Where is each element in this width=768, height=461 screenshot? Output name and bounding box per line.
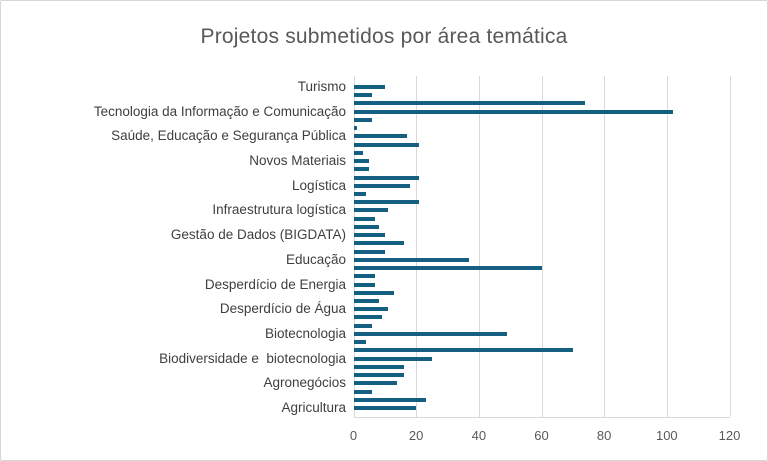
category-label: Infraestrutura logística xyxy=(212,202,346,218)
gridline xyxy=(666,76,668,417)
bar xyxy=(353,85,385,90)
category-label: Agronegócios xyxy=(263,375,346,391)
gridline xyxy=(604,76,606,417)
bar xyxy=(353,356,432,361)
bar xyxy=(353,159,370,164)
bar xyxy=(353,192,367,197)
category-label: Agricultura xyxy=(281,399,346,415)
bar xyxy=(353,323,373,328)
x-tick-label: 60 xyxy=(534,428,549,443)
bar xyxy=(353,134,407,139)
category-label: Biotecnologia xyxy=(264,325,346,341)
x-tick-label: 120 xyxy=(718,428,741,443)
x-tick-label: 80 xyxy=(596,428,612,443)
bar xyxy=(353,241,404,246)
value-axis-zero-line xyxy=(353,76,355,417)
bar xyxy=(353,331,508,336)
category-label: Logística xyxy=(291,177,346,193)
x-axis-line xyxy=(353,417,730,418)
bar xyxy=(353,150,363,155)
gridline xyxy=(541,76,543,417)
bar xyxy=(353,200,420,205)
bar xyxy=(353,364,404,369)
bar xyxy=(353,299,379,304)
bar xyxy=(353,183,410,188)
bar xyxy=(353,216,376,221)
bar xyxy=(353,93,373,98)
bar xyxy=(353,142,420,147)
category-label: Desperdício de Água xyxy=(219,301,346,317)
bar xyxy=(353,257,470,262)
bar xyxy=(353,117,373,122)
x-tick-label: 40 xyxy=(471,428,487,443)
bar xyxy=(353,373,404,378)
category-label: Gestão de Dados (BIGDATA) xyxy=(170,227,346,243)
category-label: Educação xyxy=(285,251,346,267)
category-label: Turismo xyxy=(297,78,346,94)
bar xyxy=(353,208,388,213)
bar xyxy=(353,175,420,180)
gridline xyxy=(729,76,731,417)
gridline xyxy=(478,76,480,417)
x-tick-label: 20 xyxy=(408,428,424,443)
bar xyxy=(353,249,385,254)
bar xyxy=(353,406,417,411)
category-label: Saúde, Educação e Segurança Pública xyxy=(111,128,346,144)
x-tick-label: 100 xyxy=(655,428,678,443)
gridline xyxy=(416,76,418,417)
bar xyxy=(353,266,542,271)
bar xyxy=(353,315,382,320)
bar xyxy=(353,167,370,172)
bar xyxy=(353,233,385,238)
category-label: Novos Materiais xyxy=(249,152,346,168)
category-label: Biodiversidade e biotecnologia xyxy=(159,350,346,366)
bar xyxy=(353,389,373,394)
bar xyxy=(353,348,573,353)
bar xyxy=(353,274,376,279)
bar xyxy=(353,109,674,114)
category-label: Tecnologia da Informação e Comunicação xyxy=(93,103,346,119)
category-label: Desperdício de Energia xyxy=(204,276,346,292)
bar xyxy=(353,126,357,131)
bar xyxy=(353,307,388,312)
bar xyxy=(353,340,367,345)
bar xyxy=(353,290,395,295)
bar xyxy=(353,381,398,386)
x-tick-label: 0 xyxy=(349,428,358,443)
bar xyxy=(353,282,376,287)
chart-title: Projetos submetidos por área temática xyxy=(200,25,568,48)
bar xyxy=(353,397,426,402)
bar xyxy=(353,224,379,229)
bar xyxy=(353,101,586,106)
